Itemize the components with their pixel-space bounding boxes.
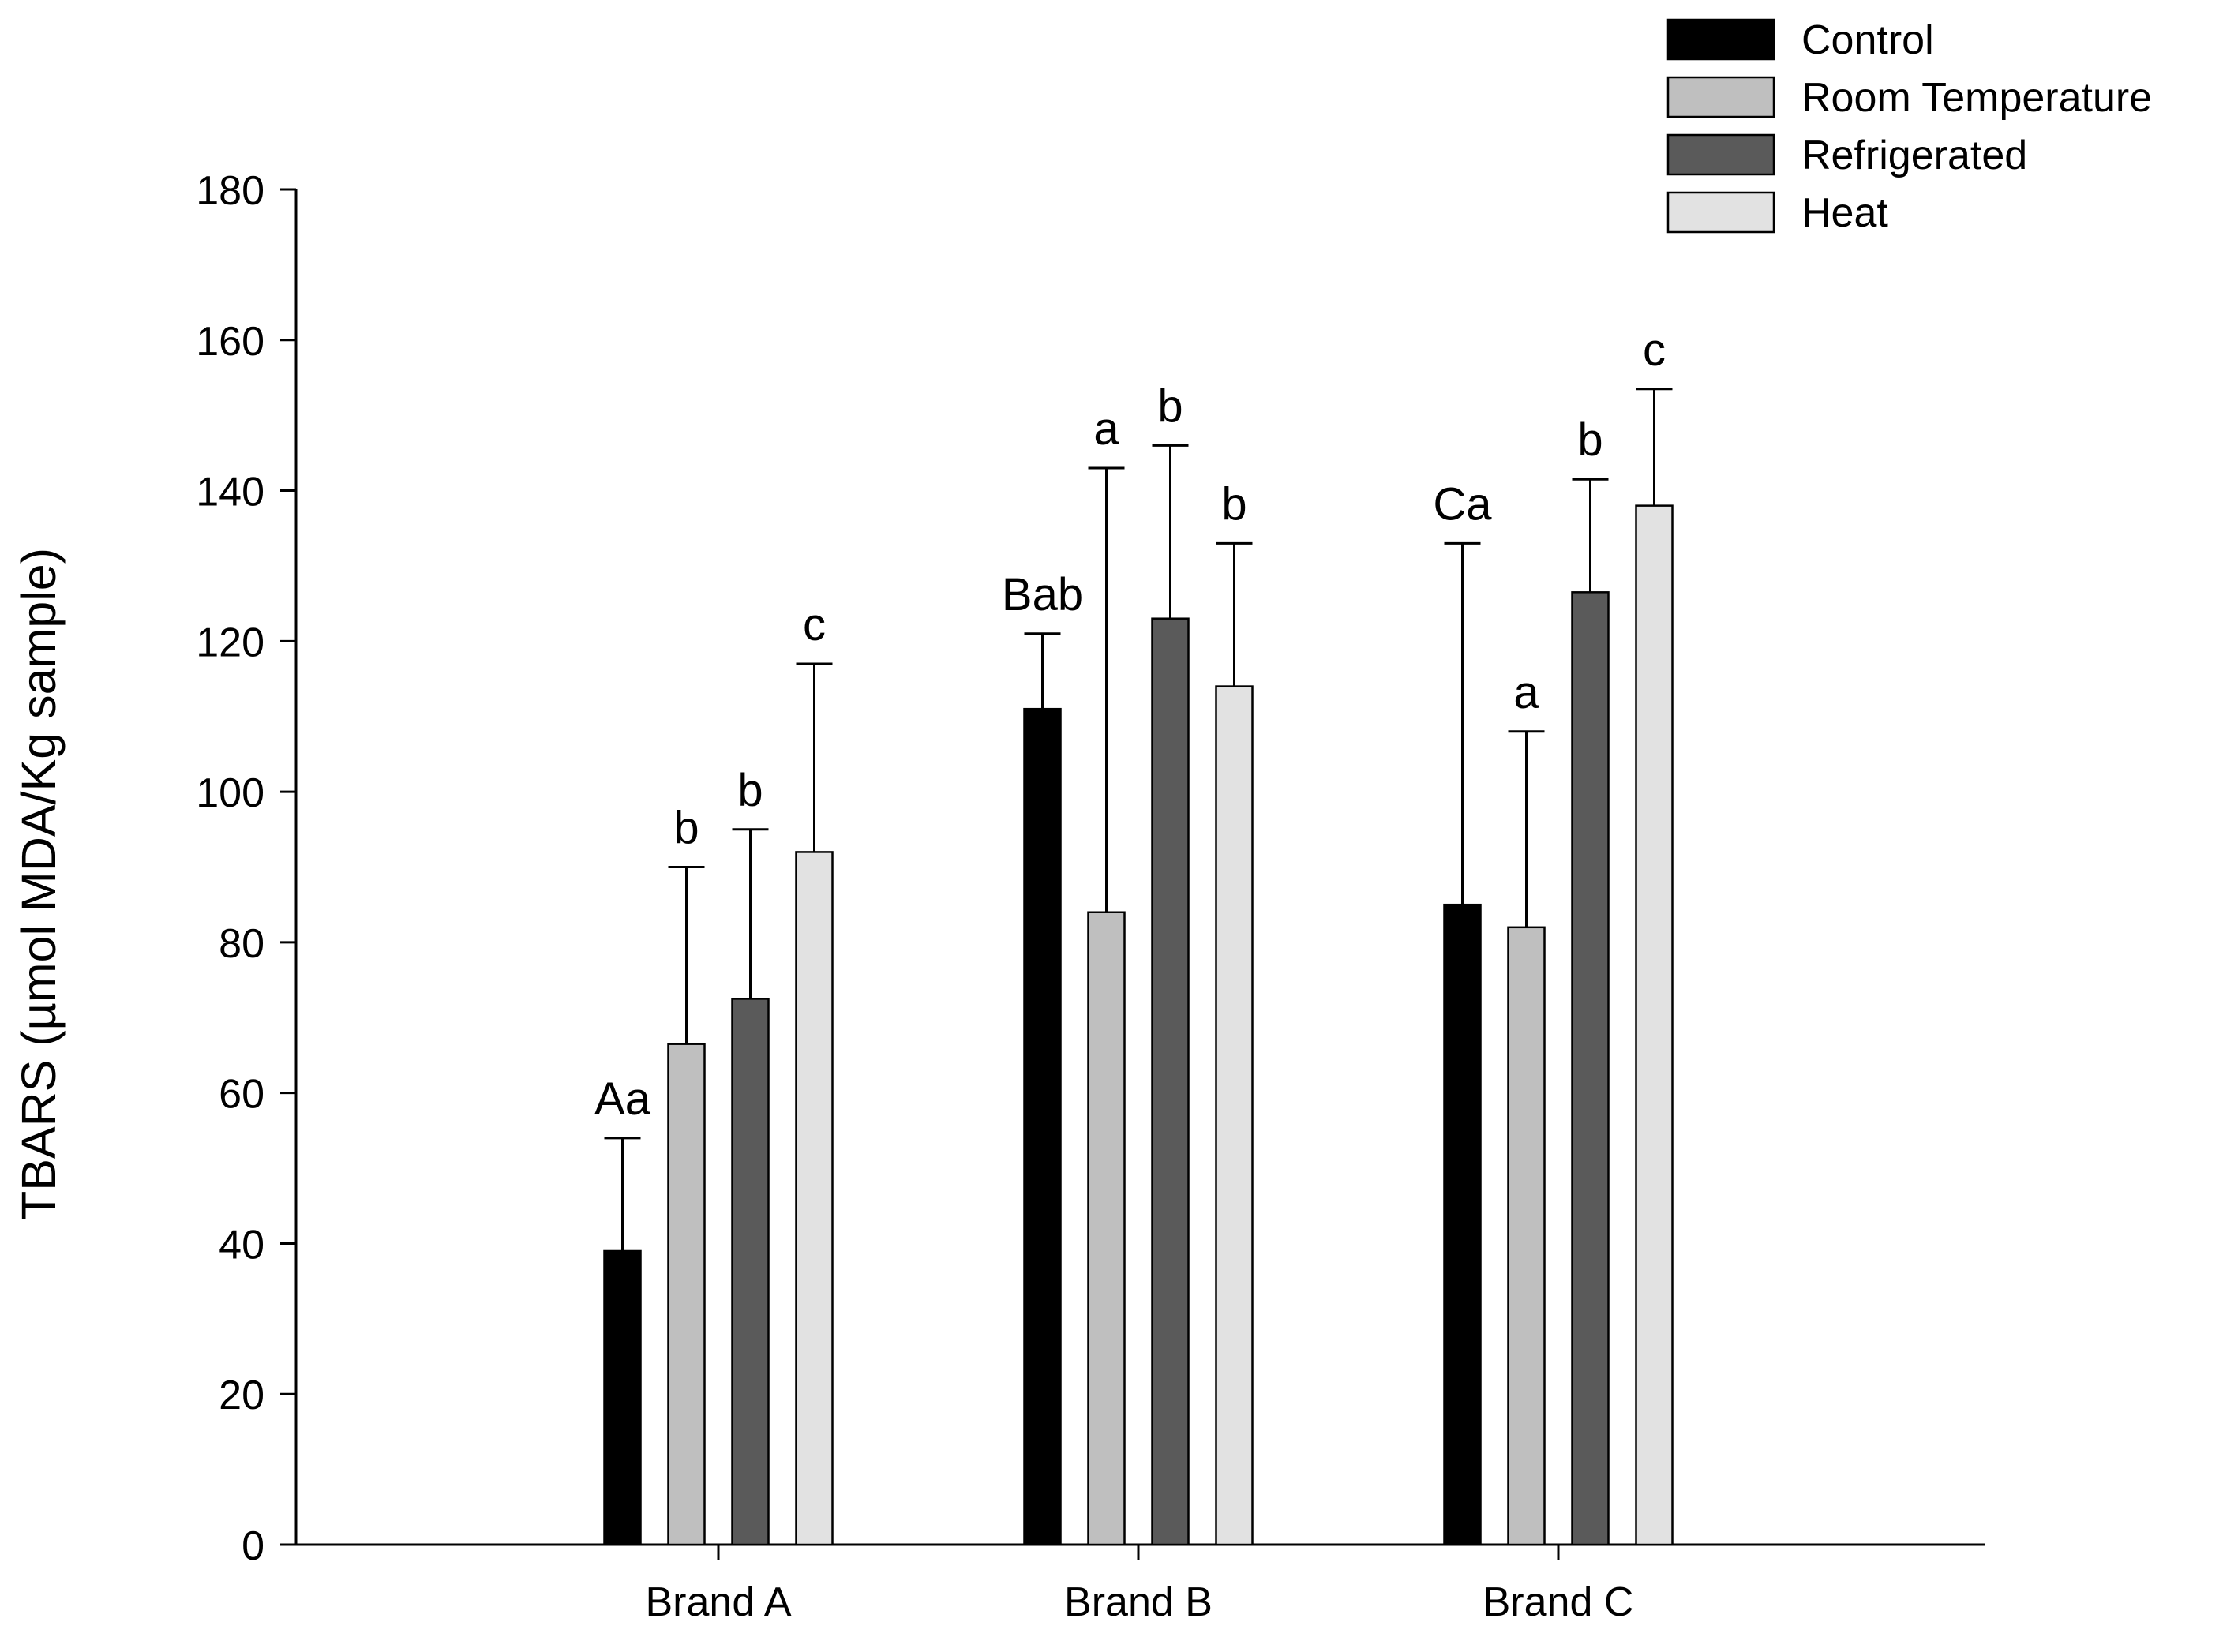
y-tick-label: 180 — [196, 168, 264, 214]
legend-swatch — [1666, 133, 1775, 176]
data-label: Ca — [1433, 478, 1492, 530]
bar — [1443, 903, 1482, 1546]
legend-swatch — [1666, 18, 1775, 61]
data-label: c — [803, 599, 826, 650]
y-tick-label: 160 — [196, 319, 264, 365]
data-label: b — [1221, 478, 1246, 530]
bar — [795, 851, 834, 1546]
legend-label: Room Temperature — [1801, 75, 2152, 121]
legend-swatch — [1666, 76, 1775, 118]
y-tick-label: 120 — [196, 620, 264, 665]
bars — [603, 504, 1674, 1546]
y-tick-label: 60 — [219, 1072, 264, 1118]
legend-label: Refrigerated — [1801, 133, 2027, 178]
y-axis-label: TBARS (µmol MDA/Kg sample) — [12, 548, 66, 1220]
bar — [1635, 504, 1674, 1546]
data-label: a — [1513, 667, 1539, 718]
legend: Control Room Temperature Refrigerated Heat — [1666, 17, 2152, 236]
bar — [667, 1043, 706, 1546]
data-label: b — [673, 803, 699, 854]
y-tick-label: 100 — [196, 770, 264, 816]
bar — [1023, 707, 1062, 1546]
data-label: b — [737, 765, 763, 816]
x-tick-label: Brand A — [645, 1579, 791, 1625]
bar — [1087, 911, 1126, 1546]
data-label: b — [1577, 414, 1603, 466]
bar — [1571, 591, 1610, 1546]
y-tick-label: 40 — [219, 1222, 264, 1268]
y-tick-label: 140 — [196, 470, 264, 515]
axes: 0 20 40 60 80 100 120 140 160 180 Brand A Brand B Br… — [196, 168, 1985, 1625]
bar — [1215, 685, 1254, 1546]
legend-label: Heat — [1801, 190, 1888, 236]
legend-label: Control — [1801, 17, 1934, 63]
x-tick-label: Brand C — [1483, 1579, 1634, 1625]
legend-swatch — [1666, 191, 1775, 234]
bar — [1151, 617, 1190, 1546]
data-label: c — [1643, 324, 1666, 376]
x-tick-label: Brand B — [1064, 1579, 1213, 1625]
data-label: a — [1093, 403, 1119, 455]
bar — [1507, 926, 1546, 1546]
data-label: b — [1157, 380, 1183, 432]
y-tick-label: 20 — [219, 1373, 264, 1418]
data-label: Aa — [594, 1073, 651, 1125]
data-label: Bab — [1002, 569, 1083, 620]
y-tick-label: 80 — [219, 921, 264, 967]
y-tick-label: 0 — [242, 1523, 264, 1569]
bar — [731, 998, 770, 1546]
bar — [603, 1249, 642, 1546]
error-bars — [604, 388, 1673, 1251]
